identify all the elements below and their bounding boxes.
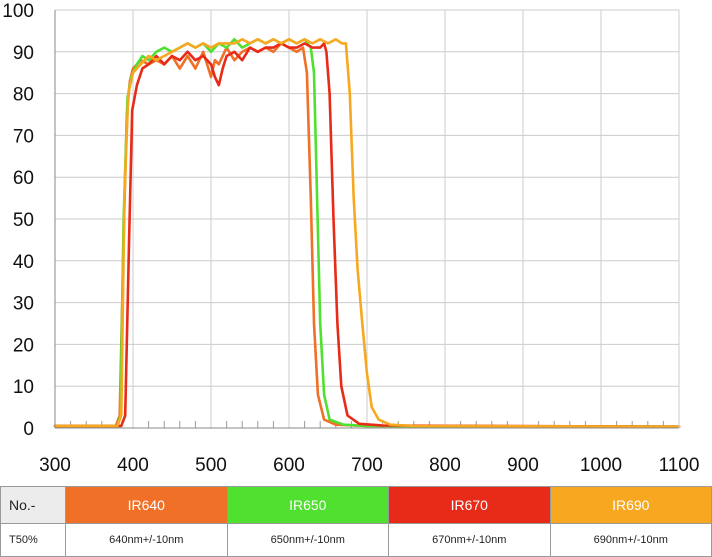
legend-name-ir640: IR640 — [65, 486, 228, 524]
y-tick-label: 30 — [13, 294, 34, 315]
legend-name-row: No.- IR640 IR650 IR670 IR690 — [0, 486, 712, 524]
y-tick-label: 90 — [13, 43, 34, 64]
chart-axes — [54, 10, 680, 429]
x-tick-label: 500 — [195, 455, 227, 476]
legend-header-value: T50% — [0, 523, 66, 557]
legend-value-ir640: 640nm+/-10nm — [65, 523, 228, 557]
y-tick-label: 80 — [13, 85, 34, 106]
y-tick-label: 40 — [13, 252, 34, 273]
y-tick-label: 100 — [2, 1, 34, 22]
y-tick-label: 0 — [23, 419, 34, 440]
x-tick-label: 1100 — [659, 455, 700, 476]
y-tick-label: 10 — [13, 377, 34, 398]
legend-value-ir690: 690nm+/-10nm — [549, 523, 712, 557]
y-tick-label: 60 — [13, 168, 34, 189]
x-tick-label: 400 — [117, 455, 149, 476]
legend-value-ir670: 670nm+/-10nm — [388, 523, 551, 557]
legend-name-ir690: IR690 — [549, 486, 712, 524]
x-tick-label: 600 — [273, 455, 305, 476]
legend-value-row: T50% 640nm+/-10nm 650nm+/-10nm 670nm+/-1… — [0, 523, 712, 557]
x-tick-label: 900 — [507, 455, 539, 476]
series-line-ir670 — [53, 42, 681, 428]
chart-series — [53, 38, 681, 428]
legend-header-name: No.- — [0, 486, 66, 524]
y-axis-ticks: 0 10 20 30 40 50 60 70 80 90 100 — [2, 1, 34, 440]
x-tick-label: 700 — [351, 455, 383, 476]
legend-name-ir650: IR650 — [226, 486, 389, 524]
y-tick-label: 20 — [13, 335, 34, 356]
y-tick-label: 50 — [13, 210, 34, 231]
x-tick-label: 300 — [39, 455, 71, 476]
legend-name-ir670: IR670 — [388, 486, 551, 524]
transmission-chart: 0 10 20 30 40 50 60 70 80 90 100 300 400 500 600 700 80… — [2, 1, 699, 476]
x-tick-label: 800 — [429, 455, 461, 476]
x-axis-ticks: 300 400 500 600 700 800 900 1000 1100 — [39, 455, 699, 476]
series-line-ir690 — [53, 38, 681, 428]
y-tick-label: 70 — [13, 126, 34, 147]
legend-value-ir650: 650nm+/-10nm — [226, 523, 389, 557]
x-tick-label: 1000 — [580, 455, 622, 476]
filter-legend-table: No.- IR640 IR650 IR670 IR690 T50% 640nm+… — [0, 486, 712, 557]
